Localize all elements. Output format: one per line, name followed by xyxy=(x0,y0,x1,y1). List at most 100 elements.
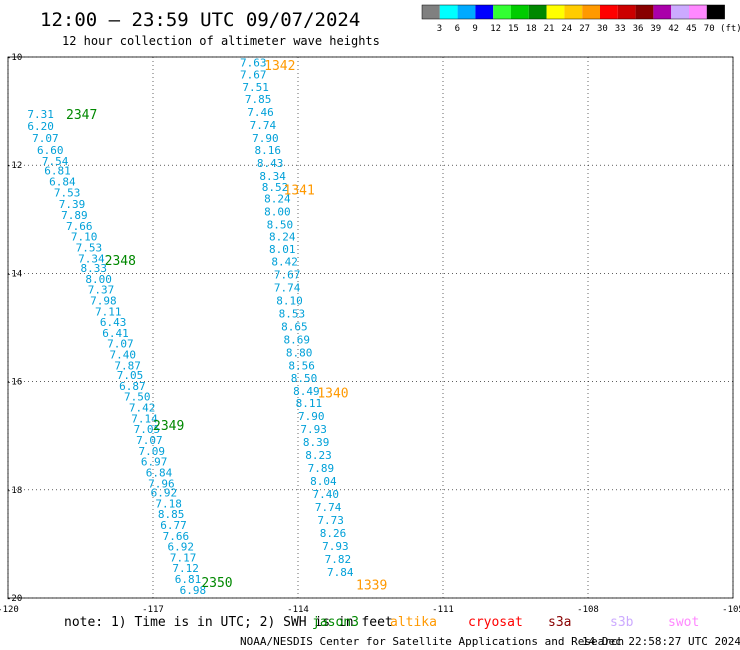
data-point-label: 7.67 xyxy=(240,68,267,81)
legend-swatch xyxy=(706,5,725,19)
data-point-label: 6.84 xyxy=(49,175,76,188)
data-point-label: 6.84 xyxy=(146,466,173,479)
data-point-label: 8.42 xyxy=(271,255,298,268)
x-tick-label: -117 xyxy=(142,605,164,615)
data-point-label: 7.82 xyxy=(325,553,352,566)
legend-frame xyxy=(421,4,725,20)
data-point-label: 7.07 xyxy=(107,338,134,351)
mission-label: swot xyxy=(668,615,699,630)
footer: note: 1) Time is in UTC; 2) SWH is in fe… xyxy=(64,615,740,648)
data-point-label: 7.14 xyxy=(131,412,158,425)
data-point-label: 6.92 xyxy=(151,487,178,500)
legend-label: 33 xyxy=(615,24,626,34)
pass-number-label: 1341 xyxy=(284,184,315,199)
data-point-label: 7.12 xyxy=(172,562,199,575)
data-point-label: 7.93 xyxy=(300,423,327,436)
data-point-label: 6.87 xyxy=(119,380,145,393)
legend-label: 45 xyxy=(686,24,697,34)
pass-number-label: 2348 xyxy=(105,254,136,269)
mission-label: s3a xyxy=(548,615,571,630)
y-tick-label: -16 xyxy=(6,378,22,388)
data-point-label: 8.00 xyxy=(264,206,291,219)
data-point-label: 7.31 xyxy=(27,108,54,121)
mission-label: cryosat xyxy=(468,615,523,630)
data-point-label: 8.23 xyxy=(305,449,332,462)
mission-label: altika xyxy=(390,615,437,630)
legend-label: 15 xyxy=(508,24,519,34)
data-point-label: 7.07 xyxy=(32,132,59,145)
data-point-label: 7.54 xyxy=(42,155,69,168)
data-point-label: 8.24 xyxy=(264,193,291,206)
data-point-label: 8.16 xyxy=(255,144,282,157)
mission-legend: jason3 altika cryosat s3a s3b swot xyxy=(312,615,699,630)
mission-label: s3b xyxy=(610,615,634,630)
data-point-label: 7.89 xyxy=(61,209,88,222)
data-point-label: 7.84 xyxy=(327,566,354,579)
data-point-label: 7.66 xyxy=(163,530,190,543)
legend-label: 30 xyxy=(597,24,608,34)
plot-area: -120 -117 -114 -111 -108 -105 -10 -12 -14 -16 -18 -… xyxy=(0,53,740,615)
y-tick-label: -18 xyxy=(6,486,22,496)
legend-swatch xyxy=(564,5,583,19)
legend-swatch xyxy=(511,5,529,19)
legend-label: 27 xyxy=(579,24,590,34)
data-point-label: 8.50 xyxy=(267,219,294,232)
legend-label: 18 xyxy=(526,24,537,34)
data-point-label: 7.93 xyxy=(322,540,349,553)
data-point-label: 8.26 xyxy=(320,527,347,540)
legend-label: 12 xyxy=(490,24,501,34)
data-point-label: 7.37 xyxy=(88,284,115,297)
data-point-label: 7.53 xyxy=(54,186,81,199)
legend-label: 21 xyxy=(544,24,555,34)
data-point-label: 7.42 xyxy=(129,402,156,415)
data-point-label: 8.50 xyxy=(291,372,318,385)
data-point-label: 8.10 xyxy=(276,294,303,307)
legend-swatch xyxy=(671,5,689,19)
legend-swatch xyxy=(493,5,511,19)
data-point-label: 7.09 xyxy=(139,445,166,458)
data-point-label: 7.11 xyxy=(95,305,122,318)
data-point-label: 7.39 xyxy=(59,198,86,211)
data-point-label: 8.49 xyxy=(293,385,320,398)
data-point-label: 8.39 xyxy=(303,436,330,449)
credit-time: 14 Dec 22:58:27 UTC 2024 xyxy=(582,635,740,648)
data-point-label: 7.90 xyxy=(298,410,325,423)
data-point-label: 8.52 xyxy=(262,181,289,194)
data-point-label: 8.33 xyxy=(81,262,108,275)
data-point-label: 8.85 xyxy=(158,508,185,521)
data-point-label: 7.98 xyxy=(90,294,117,307)
data-point-label: 7.85 xyxy=(245,93,271,106)
data-point-label: 7.73 xyxy=(317,514,344,527)
pass-number-label: 2350 xyxy=(201,576,232,591)
data-point-label: 7.51 xyxy=(242,81,269,94)
data-point-label: 6.97 xyxy=(141,456,168,469)
legend-label: 24 xyxy=(561,24,572,34)
legend-label: 6 xyxy=(455,24,460,34)
legend-swatch xyxy=(617,5,636,19)
data-point-label: 8.65 xyxy=(281,320,308,333)
plot-frame xyxy=(7,56,734,599)
legend-swatch xyxy=(635,5,654,19)
data-point-label: 7.07 xyxy=(136,434,163,447)
x-tick-label: -111 xyxy=(432,605,454,615)
y-tick-label: -14 xyxy=(6,269,22,279)
data-point-label: 6.20 xyxy=(27,120,54,133)
data-point-label: 8.69 xyxy=(284,333,311,346)
data-point-label: 8.24 xyxy=(269,231,296,244)
data-point-label: 7.87 xyxy=(114,359,141,372)
data-point-label: 7.96 xyxy=(148,477,175,490)
data-point-label: 7.63 xyxy=(240,56,267,69)
legend-label: 70 (ft) xyxy=(704,24,740,34)
x-tick-label: -114 xyxy=(287,605,309,615)
data-point-label: 8.01 xyxy=(269,243,296,256)
legend-swatch xyxy=(475,5,494,19)
data-point-label: 7.40 xyxy=(313,488,340,501)
data-point-label: 7.53 xyxy=(76,241,103,254)
color-legend: 3 6 9 12 15 18 21 24 27 30 33 36 39 42 45 70 (ft) xyxy=(421,4,740,34)
data-point-label: 8.00 xyxy=(85,273,112,286)
data-point-label: 6.81 xyxy=(44,165,71,178)
legend-label: 42 xyxy=(668,24,679,34)
y-tick-label: -12 xyxy=(6,161,22,171)
data-point-label: 7.67 xyxy=(274,268,301,281)
footer-note: note: 1) Time is in UTC; 2) SWH is in fe… xyxy=(64,615,393,630)
